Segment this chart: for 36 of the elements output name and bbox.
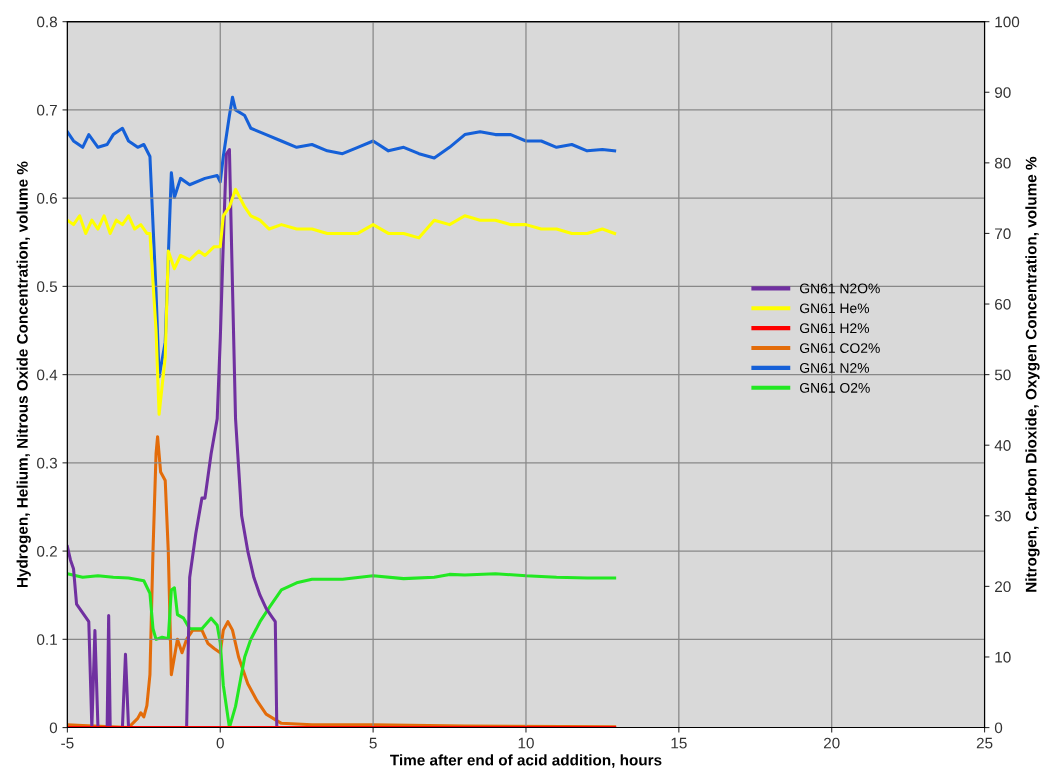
y-tick-label: 0.7 [37, 104, 57, 116]
y2-tick-label: 100 [995, 16, 1020, 28]
y2-tick-label: 60 [995, 298, 1011, 310]
y-tick-label: 0.1 [37, 634, 57, 646]
legend-label: GN61 CO2% [799, 343, 880, 353]
y-tick-label: 0.6 [37, 193, 57, 204]
y-tick-label: 0.4 [37, 369, 58, 381]
y2-tick-label: 80 [994, 157, 1011, 169]
legend-label: GN61 N2O% [799, 283, 880, 294]
y2-axis-title: Nitrogen, Carbon Dioxide, Oxygen Concentration, volume % [1025, 156, 1040, 592]
x-tick-label: 15 [671, 737, 687, 749]
y2-tick-label: 20 [995, 581, 1011, 593]
y-tick-label: 0.5 [37, 281, 58, 293]
y2-tick-label: 10 [995, 651, 1011, 663]
y-tick-label: 0.8 [37, 16, 58, 28]
x-tick-label: 20 [823, 737, 840, 749]
x-tick-label: 10 [518, 737, 534, 749]
y2-tick-label: 30 [994, 510, 1011, 522]
x-axis-title: Time after end of acid addition, hours [390, 754, 662, 768]
y-axis-title: Hydrogen, Helium, Nitrous Oxide Concentration, volume % [16, 161, 31, 588]
y2-tick-label: 90 [994, 87, 1011, 98]
legend-label: GN61 He% [799, 303, 870, 314]
y2-tick-label: 0 [994, 722, 1003, 734]
y-tick-label: 0.2 [37, 545, 57, 557]
y2-tick-label: 50 [994, 369, 1011, 381]
x-tick-label: 25 [976, 737, 993, 749]
x-tick-label: 5 [369, 737, 377, 749]
legend-label: GN61 H2% [799, 323, 870, 334]
y-tick-label: 0.3 [37, 457, 57, 469]
x-tick-label: 0 [216, 737, 224, 749]
legend-label: GN61 O2% [799, 382, 870, 393]
y2-tick-label: 40 [994, 440, 1011, 451]
x-tick-label: -5 [61, 737, 74, 749]
y-tick-label: 0 [49, 722, 58, 734]
y2-tick-label: 70 [995, 228, 1011, 240]
legend-label: GN61 N2% [799, 363, 870, 373]
